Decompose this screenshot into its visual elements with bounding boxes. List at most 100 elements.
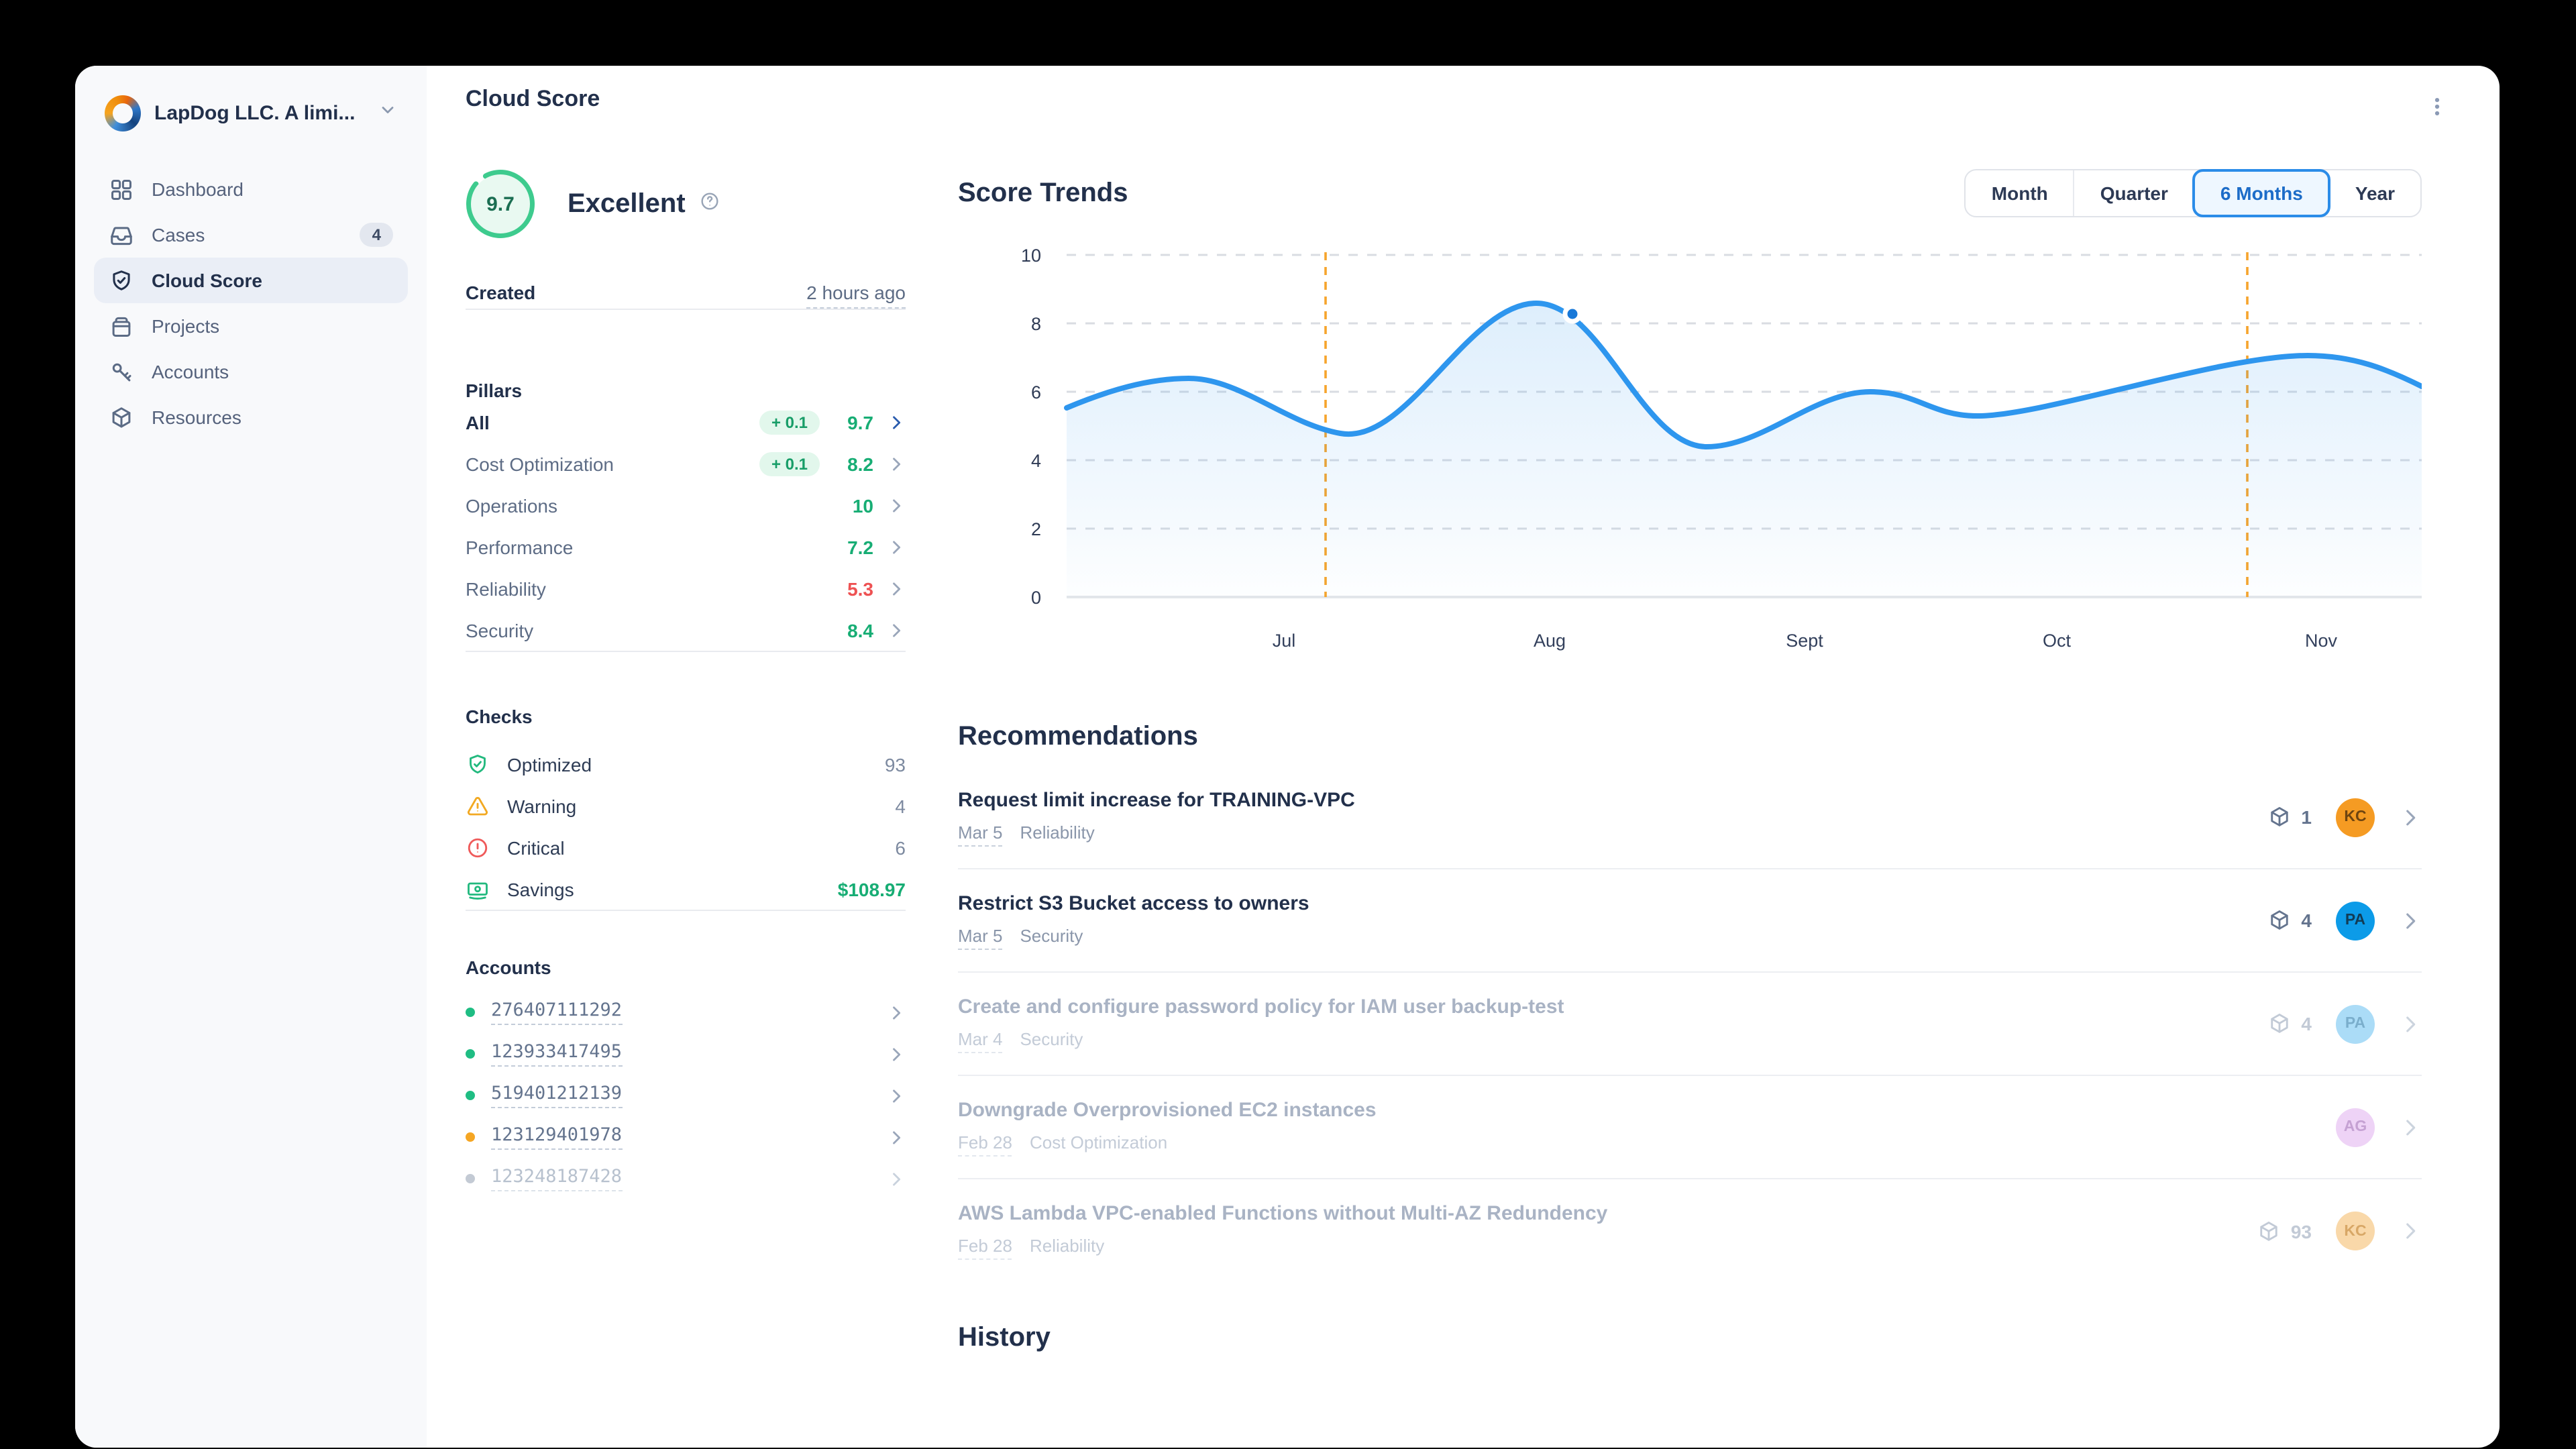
recommendation-category: Security bbox=[1020, 1028, 1083, 1049]
status-dot bbox=[466, 1049, 475, 1059]
more-vertical-icon[interactable] bbox=[2420, 90, 2454, 130]
recommendation-date[interactable]: Mar 5 bbox=[958, 925, 1003, 949]
checks-section: Checks Optimized 93 Warning 4 Critical bbox=[466, 706, 906, 910]
recommendation-title: Downgrade Overprovisioned EC2 instances bbox=[958, 1098, 1377, 1121]
chevron-right-icon bbox=[887, 621, 906, 639]
sidebar-item-cases[interactable]: Cases 4 bbox=[94, 212, 408, 258]
account-row[interactable]: 123248187428 bbox=[466, 1158, 906, 1199]
recommendation-row[interactable]: Restrict S3 Bucket access to owners Mar … bbox=[958, 869, 2422, 973]
recommendation-title: Restrict S3 Bucket access to owners bbox=[958, 892, 1309, 914]
account-row[interactable]: 276407111292 bbox=[466, 991, 906, 1033]
x-tick: Jul bbox=[1273, 631, 1296, 651]
sidebar-item-label: Projects bbox=[152, 315, 220, 337]
sidebar-item-label: Cloud Score bbox=[152, 270, 262, 291]
cases-count-badge: 4 bbox=[360, 223, 393, 247]
chevron-right-icon bbox=[887, 413, 906, 431]
accounts-heading: Accounts bbox=[466, 957, 551, 978]
x-tick: Nov bbox=[2305, 631, 2338, 651]
chevron-right-icon bbox=[887, 1003, 906, 1022]
tab-quarter[interactable]: Quarter bbox=[2073, 170, 2194, 216]
recommendation-category: Security bbox=[1020, 925, 1083, 945]
recommendation-title: Request limit increase for TRAINING-VPC bbox=[958, 788, 1355, 811]
recommendation-title: AWS Lambda VPC-enabled Functions without… bbox=[958, 1202, 1608, 1225]
help-circle-icon[interactable] bbox=[699, 189, 720, 219]
tab-6-months[interactable]: 6 Months bbox=[2192, 169, 2331, 217]
avatar: KC bbox=[2336, 1212, 2375, 1250]
main-panel: Score Trends Month Quarter 6 Months Year bbox=[958, 169, 2422, 1354]
banknote-icon bbox=[468, 881, 488, 899]
cube-icon bbox=[2271, 1014, 2289, 1033]
chevron-right-icon bbox=[2399, 1220, 2422, 1242]
pillar-row-security[interactable]: Security 8.4 bbox=[466, 609, 906, 651]
pillar-row-reliability[interactable]: Reliability 5.3 bbox=[466, 568, 906, 609]
sidebar-item-cloud-score[interactable]: Cloud Score bbox=[94, 258, 408, 303]
chevron-right-icon bbox=[887, 454, 906, 473]
account-row[interactable]: 123129401978 bbox=[466, 1116, 906, 1158]
sidebar: LapDog LLC. A limi... Dashboard Cases 4 … bbox=[75, 66, 427, 1448]
divider bbox=[466, 651, 906, 652]
created-value[interactable]: 2 hours ago bbox=[806, 282, 906, 309]
org-switcher[interactable]: LapDog LLC. A limi... bbox=[94, 90, 408, 137]
content-area: Cloud Score 9.7 Excellent bbox=[427, 66, 2500, 1448]
score-trends-heading: Score Trends bbox=[958, 178, 1128, 207]
check-row-warning: Warning 4 bbox=[466, 785, 906, 826]
check-row-savings: Savings $108.97 bbox=[466, 868, 906, 910]
alert-circle-icon bbox=[468, 837, 488, 857]
sidebar-item-projects[interactable]: Projects bbox=[94, 303, 408, 349]
recommendations-heading: Recommendations bbox=[958, 722, 1198, 751]
recommendation-date[interactable]: Feb 28 bbox=[958, 1132, 1012, 1156]
recommendation-row[interactable]: Request limit increase for TRAINING-VPC … bbox=[958, 766, 2422, 869]
score-summary-panel: 9.7 Excellent Created 2 hours ago Pil bbox=[466, 169, 906, 1354]
pillar-row-cost-optimization[interactable]: Cost Optimization + 0.1 8.2 bbox=[466, 443, 906, 484]
sidebar-item-accounts[interactable]: Accounts bbox=[94, 349, 408, 394]
y-tick: 2 bbox=[1031, 519, 1041, 539]
page-title: Cloud Score bbox=[466, 86, 600, 111]
chevron-right-icon bbox=[887, 579, 906, 598]
cube-icon bbox=[2271, 910, 2289, 930]
sidebar-item-label: Dashboard bbox=[152, 178, 244, 200]
avatar: KC bbox=[2336, 798, 2375, 837]
warning-triangle-icon bbox=[467, 796, 488, 815]
org-logo bbox=[105, 95, 141, 131]
chevron-right-icon bbox=[887, 1086, 906, 1105]
recommendation-row[interactable]: Create and configure password policy for… bbox=[958, 973, 2422, 1076]
sidebar-item-label: Resources bbox=[152, 407, 241, 428]
pillar-row-all[interactable]: All + 0.1 9.7 bbox=[466, 401, 906, 443]
divider bbox=[466, 309, 906, 310]
accounts-section: Accounts 276407111292 123933417495 51940… bbox=[466, 957, 906, 1199]
delta-badge: + 0.1 bbox=[759, 410, 820, 434]
x-tick: Aug bbox=[1534, 631, 1566, 651]
recommendation-date[interactable]: Mar 4 bbox=[958, 1028, 1003, 1053]
shield-check-icon bbox=[113, 270, 130, 290]
shield-check-icon bbox=[470, 754, 486, 773]
sidebar-item-label: Cases bbox=[152, 224, 205, 246]
tab-month[interactable]: Month bbox=[1966, 170, 2074, 216]
y-tick: 6 bbox=[1031, 382, 1041, 402]
account-row[interactable]: 519401212139 bbox=[466, 1075, 906, 1116]
recommendation-row[interactable]: Downgrade Overprovisioned EC2 instances … bbox=[958, 1076, 2422, 1179]
pillar-row-operations[interactable]: Operations 10 bbox=[466, 484, 906, 526]
recommendations-list: Request limit increase for TRAINING-VPC … bbox=[958, 766, 2422, 1283]
recommendation-row[interactable]: AWS Lambda VPC-enabled Functions without… bbox=[958, 1179, 2422, 1283]
pillars-section: Pillars All + 0.1 9.7 Cost Optimization … bbox=[466, 380, 906, 651]
tab-year[interactable]: Year bbox=[2330, 170, 2420, 216]
score-ring: 9.7 bbox=[466, 169, 535, 239]
cube-icon bbox=[2261, 1221, 2278, 1240]
account-row[interactable]: 123933417495 bbox=[466, 1033, 906, 1075]
resource-count: 4 bbox=[2267, 908, 2312, 932]
created-label: Created bbox=[466, 282, 536, 303]
dashboard-icon bbox=[111, 179, 131, 199]
inbox-icon bbox=[111, 226, 132, 245]
resource-count: 93 bbox=[2257, 1219, 2312, 1243]
chart-point-marker bbox=[1562, 304, 1582, 324]
divider bbox=[466, 910, 906, 911]
y-tick: 10 bbox=[1021, 246, 1041, 266]
recommendation-date[interactable]: Feb 28 bbox=[958, 1236, 1012, 1260]
pillar-row-performance[interactable]: Performance 7.2 bbox=[466, 526, 906, 568]
sidebar-item-dashboard[interactable]: Dashboard bbox=[94, 166, 408, 212]
sidebar-item-resources[interactable]: Resources bbox=[94, 394, 408, 440]
recommendation-date[interactable]: Mar 5 bbox=[958, 822, 1003, 846]
trend-period-tabs: Month Quarter 6 Months Year bbox=[1964, 169, 2422, 217]
chevron-right-icon bbox=[887, 1169, 906, 1188]
